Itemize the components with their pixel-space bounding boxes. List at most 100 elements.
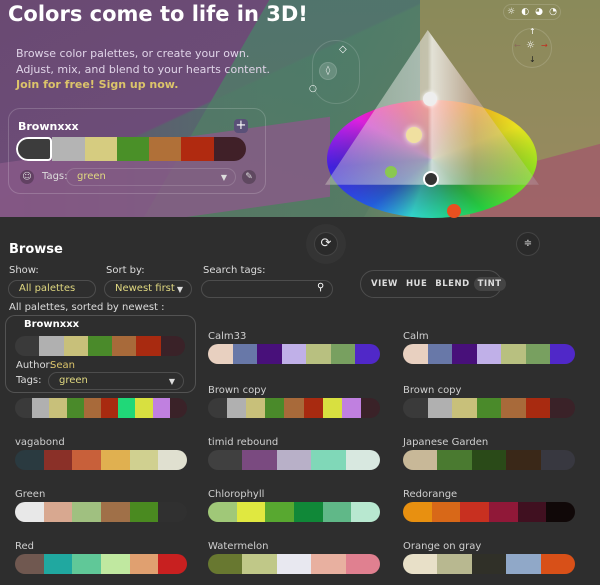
card-tags-select[interactable]: green ▼ [48,372,184,390]
color-swatch[interactable] [118,398,136,418]
color-swatch[interactable] [213,137,246,161]
color-swatch[interactable] [355,344,380,364]
color-swatch[interactable] [52,137,85,161]
color-swatch[interactable] [303,398,323,418]
color-swatch[interactable] [550,344,575,364]
color-swatch[interactable] [208,344,233,364]
view-mode-hue[interactable]: HUE [405,279,428,289]
color-swatch[interactable] [460,502,490,522]
diamond-icon[interactable]: ◇ [339,44,347,55]
palette-bar[interactable] [15,554,187,574]
color-swatch[interactable] [322,502,352,522]
circle-icon[interactable]: ○ [309,84,317,94]
color-swatch[interactable] [158,450,187,470]
palette-bar[interactable] [403,450,575,470]
color-swatch[interactable] [341,398,361,418]
color-swatch[interactable] [101,398,119,418]
color-swatch[interactable] [452,344,477,364]
color-swatch[interactable] [471,450,507,470]
color-swatch[interactable] [403,398,428,418]
color-swatch[interactable] [43,450,73,470]
palette-name[interactable]: Watermelon [208,541,269,552]
editor-tags-select[interactable]: green ▼ [66,168,236,186]
view-mode-blend[interactable]: BLEND [435,279,470,289]
color-swatch[interactable] [351,502,380,522]
palette-name[interactable]: vagabond [15,437,65,448]
color-swatch[interactable] [63,336,88,356]
color-swatch[interactable] [403,450,438,470]
color-swatch[interactable] [476,398,502,418]
color-swatch[interactable] [232,344,258,364]
edit-tag-icon[interactable]: ✎ [242,170,256,184]
color-swatch[interactable] [158,554,187,574]
color-swatch[interactable] [87,336,113,356]
color-swatch[interactable] [330,344,356,364]
color-swatch[interactable] [242,450,277,470]
color-swatch[interactable] [83,398,102,418]
color-node[interactable] [385,166,397,178]
color-swatch[interactable] [452,398,477,418]
color-swatch[interactable] [84,137,117,161]
color-swatch[interactable] [476,344,502,364]
color-swatch[interactable] [517,502,547,522]
color-swatch[interactable] [540,450,575,470]
color-swatch[interactable] [437,554,472,574]
palette-bar[interactable] [208,450,380,470]
color-swatch[interactable] [501,398,526,418]
color-swatch[interactable] [15,336,40,356]
palette-bar[interactable] [403,398,575,418]
palette-bar[interactable] [403,344,575,364]
color-swatch[interactable] [236,502,266,522]
arrow-up-icon[interactable]: ↑ [529,27,536,36]
color-swatch[interactable] [149,137,182,161]
color-swatch[interactable] [101,502,130,522]
search-tags-input[interactable] [201,280,333,298]
palette-name[interactable]: Calm33 [208,331,247,342]
shade-dark-icon[interactable]: ◔ [549,7,557,17]
color-swatch[interactable] [265,398,285,418]
settings-sliders-button[interactable]: ≑ [516,232,540,256]
color-swatch[interactable] [32,398,50,418]
color-swatch[interactable] [15,502,44,522]
signup-link[interactable]: Join for free! Sign up now. [16,78,179,91]
color-swatch[interactable] [403,344,428,364]
light-direction-pad[interactable]: ↑ ← → ↓ ☼ [512,27,552,68]
color-swatch[interactable] [276,554,312,574]
color-swatch[interactable] [546,502,575,522]
drop-icon[interactable]: ◊ [319,62,337,80]
color-swatch[interactable] [246,398,266,418]
color-swatch[interactable] [101,554,130,574]
color-swatch[interactable] [540,554,575,574]
arrow-right-icon[interactable]: → [541,41,548,50]
palette-name[interactable]: Orange on gray [403,541,482,552]
color-swatch[interactable] [525,398,551,418]
color-swatch[interactable] [506,554,541,574]
show-select[interactable]: All palettes [8,280,96,298]
color-swatch[interactable] [265,502,295,522]
color-swatch[interactable] [72,450,102,470]
palette-bar[interactable] [403,502,575,522]
arrow-left-icon[interactable]: ← [514,41,521,50]
sun-icon[interactable]: ☼ [507,7,516,17]
color-node[interactable] [447,204,461,218]
color-cone-3d[interactable] [325,30,561,222]
color-swatch[interactable] [169,398,187,418]
palette-name[interactable]: Japanese Garden [403,437,489,448]
color-swatch[interactable] [294,502,323,522]
palette-bar[interactable] [208,502,380,522]
color-swatch[interactable] [66,398,84,418]
color-swatch[interactable] [15,554,44,574]
color-swatch[interactable] [129,450,159,470]
color-swatch[interactable] [49,398,67,418]
color-swatch[interactable] [311,450,346,470]
palette-bar[interactable] [403,554,575,574]
color-swatch[interactable] [101,450,130,470]
color-swatch[interactable] [284,398,304,418]
color-swatch[interactable] [431,502,461,522]
palette-name[interactable]: Chlorophyll [208,489,265,500]
selected-color-node[interactable] [423,171,439,187]
color-swatch[interactable] [15,398,33,418]
palette-bar[interactable] [208,398,380,418]
color-swatch[interactable] [360,398,380,418]
half-moon-icon[interactable]: ◐ [521,7,530,17]
